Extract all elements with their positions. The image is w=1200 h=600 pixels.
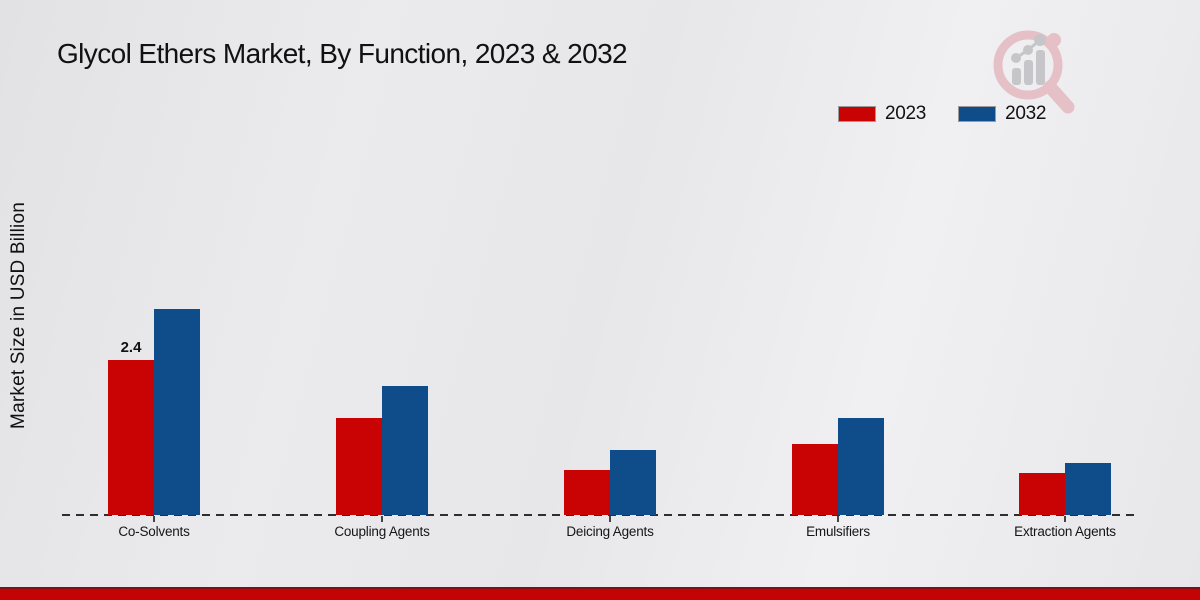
legend-swatch-2023 xyxy=(838,106,876,122)
legend: 2023 2032 xyxy=(838,103,1046,125)
bar-2023-extraction-agents xyxy=(1019,473,1065,515)
category-label-emulsifiers: Emulsifiers xyxy=(806,524,870,539)
x-axis-tick xyxy=(837,516,839,522)
bar-2032-emulsifiers xyxy=(838,418,884,515)
category-label-co-solvents: Co-Solvents xyxy=(118,524,190,539)
bar-2023-co-solvents xyxy=(108,360,154,515)
category-label-extraction-agents: Extraction Agents xyxy=(1014,524,1116,539)
x-axis-tick xyxy=(1064,516,1066,522)
bar-2032-extraction-agents xyxy=(1065,463,1111,515)
bar-2023-coupling-agents xyxy=(336,418,382,515)
category-label-deicing-agents: Deicing Agents xyxy=(566,524,654,539)
legend-label-2032: 2032 xyxy=(1005,103,1047,124)
magnifier-barchart-logo-icon xyxy=(993,30,1075,114)
bar-value-label: 2.4 xyxy=(120,339,142,356)
legend-swatch-2032 xyxy=(958,106,997,122)
category-label-coupling-agents: Coupling Agents xyxy=(334,524,430,539)
legend-label-2023: 2023 xyxy=(885,103,927,124)
legend-item-2032: 2032 xyxy=(958,103,1046,125)
x-axis-tick xyxy=(609,516,611,522)
x-axis-tick xyxy=(381,516,383,522)
bar-2023-emulsifiers xyxy=(792,444,838,515)
bar-2023-deicing-agents xyxy=(564,470,610,515)
x-axis-tick xyxy=(153,516,155,522)
chart-title: Glycol Ethers Market, By Function, 2023 … xyxy=(57,38,628,69)
bar-2032-deicing-agents xyxy=(610,450,656,515)
legend-item-2023: 2023 xyxy=(838,103,926,125)
bar-2032-coupling-agents xyxy=(382,386,428,515)
bar-2032-co-solvents xyxy=(154,309,200,515)
footer-stripe xyxy=(0,587,1200,600)
x-axis-dashed-baseline xyxy=(62,514,1138,516)
